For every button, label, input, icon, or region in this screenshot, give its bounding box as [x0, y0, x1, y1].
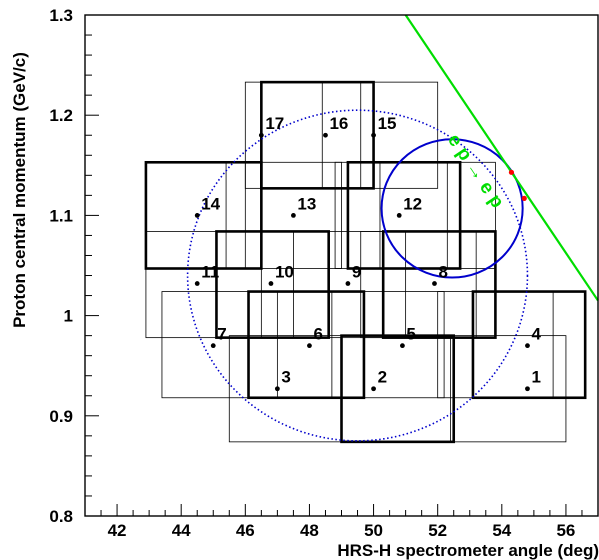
acceptance-boxes [144, 80, 587, 444]
x-tick-label: 56 [556, 521, 575, 540]
x-tick-label: 54 [492, 521, 511, 540]
acceptance-box-13 [381, 230, 497, 339]
x-tick-label: 44 [172, 521, 191, 540]
axes: 42 44 46 48 50 52 54 560.80.911.11.21.3 [49, 6, 599, 540]
acceptance-box-10 [215, 230, 330, 339]
kinematic-label-15: 15 [378, 114, 397, 133]
kinematic-label-16: 16 [329, 114, 348, 133]
kinematic-point-8 [432, 281, 437, 286]
acceptance-box-14 [360, 231, 477, 339]
kinematic-label-12: 12 [403, 194, 422, 213]
y-tick-label: 0.8 [49, 507, 73, 526]
kinematic-point-9 [345, 281, 351, 286]
kinematic-label-9: 9 [352, 263, 361, 282]
acceptance-box-21 [228, 335, 342, 443]
kinematic-label-1: 1 [531, 368, 540, 387]
kinematic-label-4: 4 [531, 325, 541, 344]
kinematic-label-17: 17 [265, 114, 284, 133]
kinematic-point-7 [210, 343, 216, 349]
y-tick-label: 1 [64, 307, 73, 326]
kinematic-point-6 [307, 343, 312, 349]
acceptance-box-19 [437, 291, 554, 399]
kinematic-label-11: 11 [201, 263, 219, 282]
kinematic-label-10: 10 [275, 263, 294, 282]
kinematic-point-4 [525, 343, 530, 349]
kinematic-point-17 [258, 132, 264, 138]
kinematic-point-2 [371, 386, 376, 392]
kinematic-label-7: 7 [217, 325, 226, 344]
kinematic-point-3 [274, 386, 280, 392]
x-tick-label: 46 [236, 521, 255, 540]
intersection-marker-1 [508, 169, 515, 175]
kinematic-point-15 [371, 132, 376, 138]
reaction-line [404, 14, 599, 302]
acceptance-box-1 [260, 80, 375, 190]
acceptance-box-4 [144, 160, 263, 270]
x-tick-label: 42 [108, 521, 127, 540]
kinematic-point-11 [194, 281, 200, 286]
kinematic-point-5 [400, 343, 405, 349]
x-tick-label: 48 [300, 521, 319, 540]
y-axis-title: Proton central momentum (GeV/c) [10, 52, 29, 328]
kinematic-point-1 [525, 386, 530, 392]
kinematic-point-16 [323, 132, 328, 138]
acceptance-box-5 [145, 161, 246, 269]
acceptance-box-6 [225, 161, 342, 269]
y-tick-label: 1.2 [49, 106, 73, 125]
acceptance-box-17 [331, 291, 445, 399]
acceptance-box-16 [161, 291, 278, 399]
x-tick-label: 52 [428, 521, 447, 540]
acceptance-box-2 [244, 81, 362, 189]
kinematic-label-8: 8 [438, 263, 447, 282]
kinematic-point-10 [268, 281, 274, 286]
kinematic-label-13: 13 [297, 194, 316, 213]
kinematic-label-3: 3 [281, 368, 290, 387]
kinematic-point-13 [291, 213, 296, 218]
kinematic-label-6: 6 [313, 325, 322, 344]
acceptance-box-15 [247, 290, 366, 400]
acceptance-box-20 [340, 334, 456, 444]
kinematic-label-5: 5 [406, 325, 415, 344]
x-tick-label: 50 [364, 521, 383, 540]
acceptance-box-8 [334, 161, 448, 269]
acceptance-box-11 [145, 231, 262, 339]
y-tick-label: 1.3 [49, 6, 73, 25]
acceptance-box-12 [293, 231, 407, 339]
acceptance-box-9 [379, 161, 496, 269]
intersection-marker-2 [521, 195, 527, 201]
kinematic-label-14: 14 [201, 194, 220, 213]
large-dotted-ellipse [186, 109, 529, 442]
acceptance-box-22 [450, 335, 567, 443]
kinematic-point-12 [396, 213, 402, 218]
kinematic-label-2: 2 [378, 368, 387, 387]
acceptance-box-7 [346, 160, 462, 270]
y-tick-label: 1.1 [49, 206, 73, 225]
small-solid-ellipse [380, 138, 524, 279]
x-axis-title: HRS-H spectrometer angle (deg) [337, 541, 599, 560]
kinematic-point-14 [194, 213, 200, 218]
y-tick-label: 0.9 [49, 407, 73, 426]
